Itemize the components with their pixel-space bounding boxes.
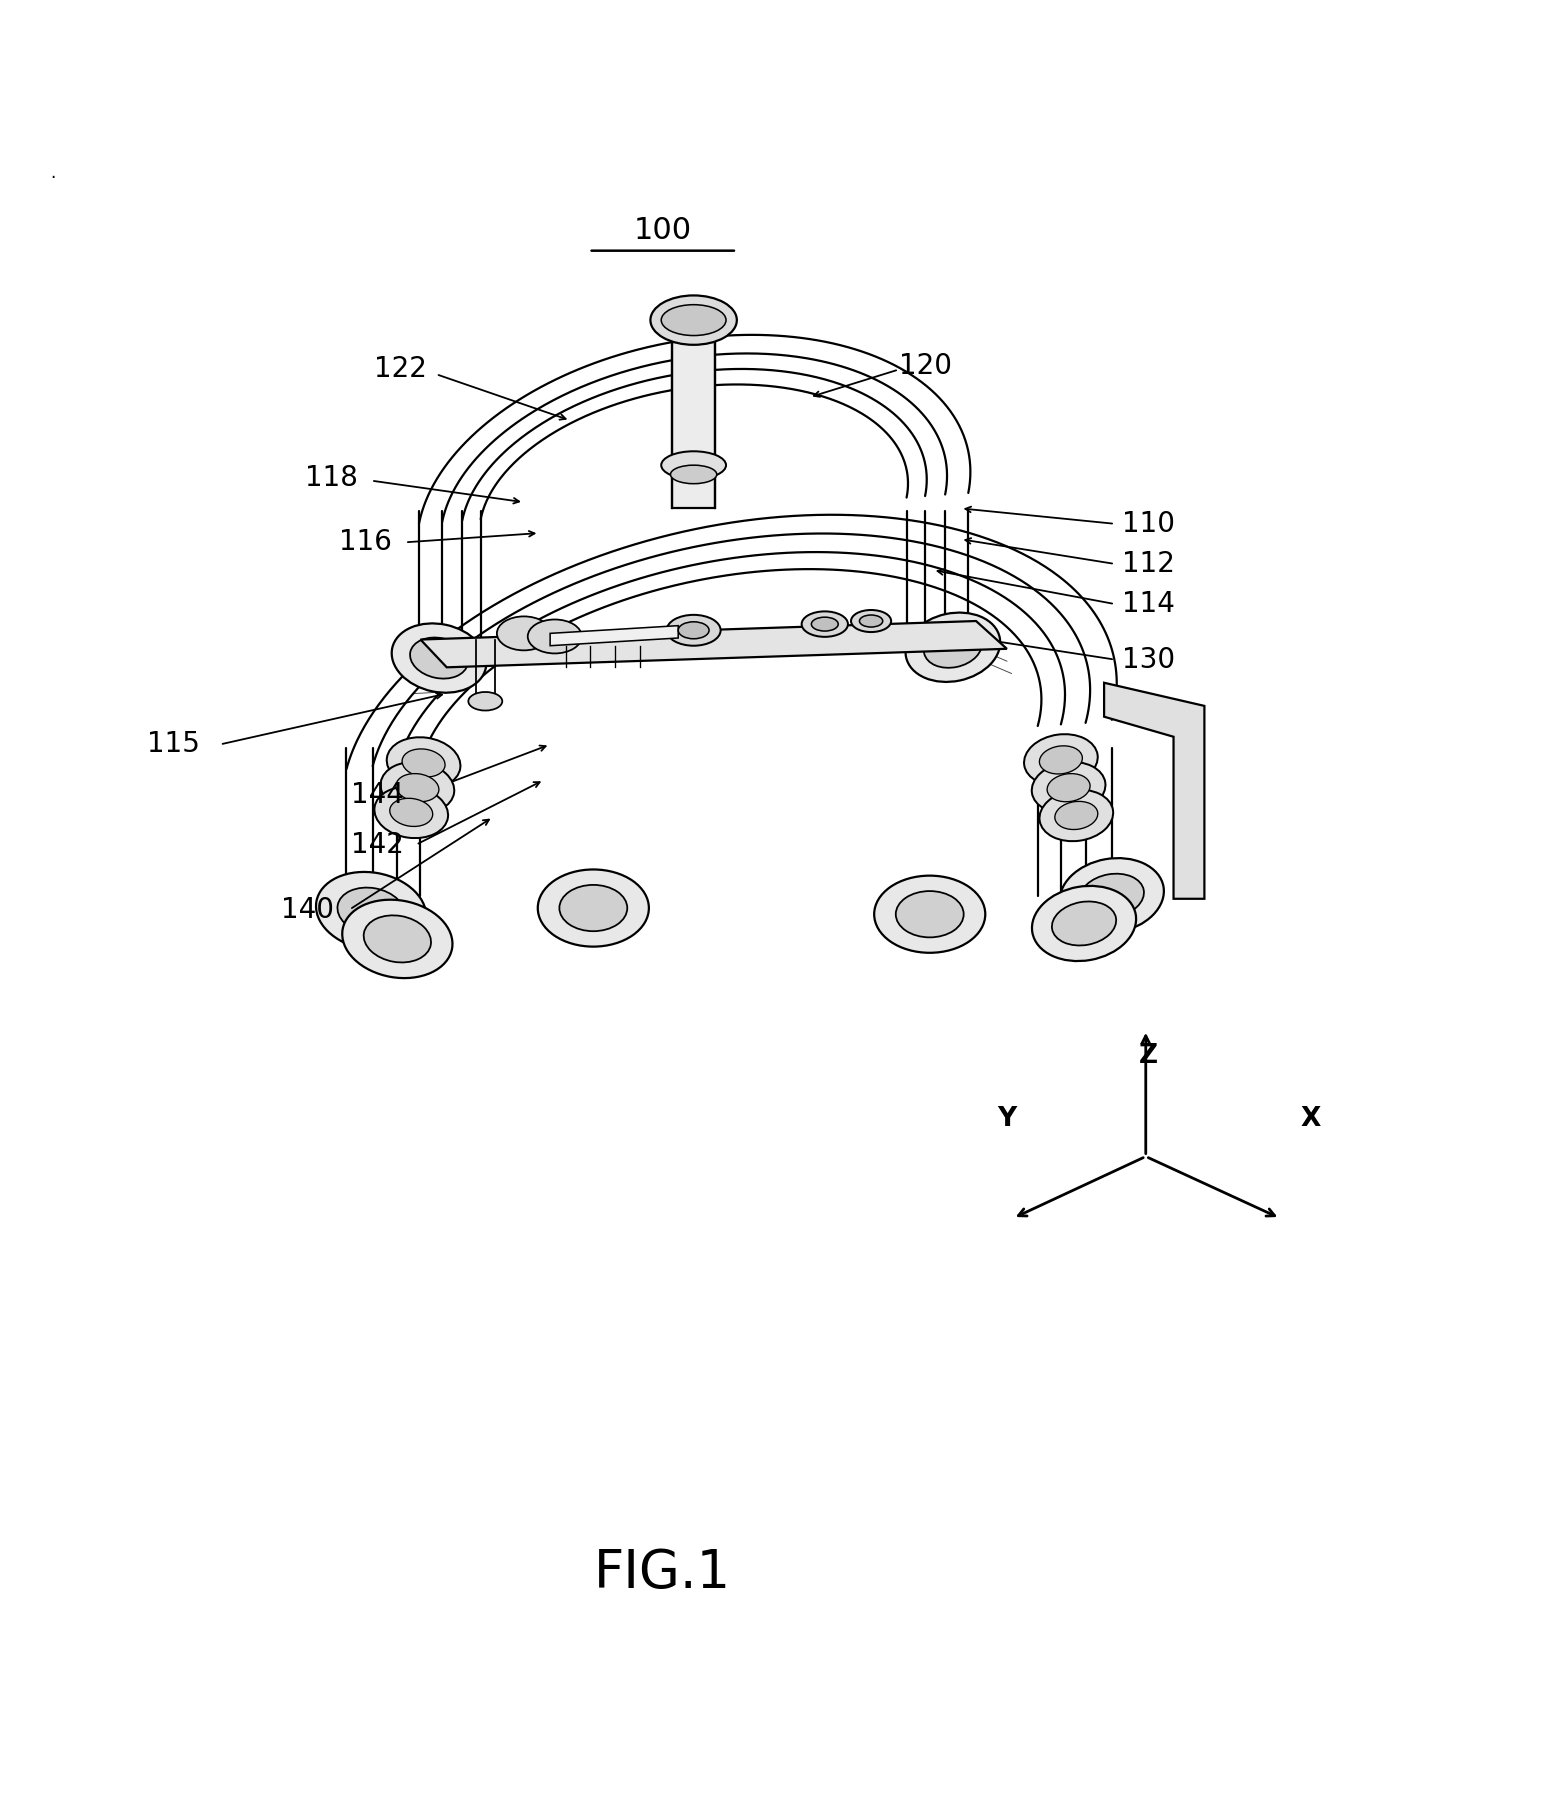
Ellipse shape [1054,801,1098,830]
Ellipse shape [1060,858,1165,934]
Text: .: . [50,165,56,181]
Ellipse shape [662,451,726,479]
FancyBboxPatch shape [673,341,715,508]
Ellipse shape [671,466,716,484]
Text: FIG.1: FIG.1 [595,1546,732,1599]
Ellipse shape [559,885,627,932]
Ellipse shape [1040,745,1082,774]
Text: 114: 114 [1123,589,1176,618]
Ellipse shape [528,620,582,653]
Text: 100: 100 [634,216,691,245]
Ellipse shape [1032,761,1105,814]
Ellipse shape [389,798,433,827]
Ellipse shape [1025,734,1098,785]
Text: 142: 142 [350,830,403,859]
Ellipse shape [338,888,405,936]
Ellipse shape [392,624,486,693]
Ellipse shape [1079,874,1144,917]
Ellipse shape [662,305,726,335]
Ellipse shape [1032,887,1137,961]
Ellipse shape [923,627,982,667]
Polygon shape [1104,684,1205,899]
Polygon shape [420,622,1007,667]
Ellipse shape [469,693,503,711]
Text: 112: 112 [1123,549,1176,578]
Ellipse shape [1048,774,1090,801]
Ellipse shape [402,749,445,778]
Ellipse shape [666,615,721,645]
Ellipse shape [811,616,838,631]
Text: 144: 144 [350,781,403,809]
Text: Y: Y [996,1106,1017,1133]
Ellipse shape [906,613,1000,682]
Text: 115: 115 [148,731,199,758]
Ellipse shape [537,870,649,946]
Ellipse shape [343,899,453,977]
Text: 118: 118 [305,464,358,491]
Text: Z: Z [1140,1042,1158,1070]
Text: 110: 110 [1123,509,1176,538]
Ellipse shape [409,638,469,678]
Text: X: X [1300,1106,1320,1133]
Ellipse shape [802,611,849,636]
Ellipse shape [679,622,708,638]
Ellipse shape [859,615,883,627]
Ellipse shape [1040,790,1113,841]
Ellipse shape [873,876,986,954]
Ellipse shape [386,738,461,789]
Ellipse shape [364,916,431,963]
Text: 122: 122 [374,355,427,384]
Ellipse shape [316,872,427,950]
Text: 116: 116 [338,528,391,557]
Ellipse shape [497,616,551,651]
Ellipse shape [1053,901,1116,946]
Ellipse shape [852,609,891,633]
Ellipse shape [395,774,439,801]
Ellipse shape [380,761,455,814]
Ellipse shape [374,787,448,838]
Polygon shape [550,625,679,645]
Text: 140: 140 [282,896,335,923]
Ellipse shape [895,890,964,937]
Text: 130: 130 [1123,645,1176,674]
Ellipse shape [651,296,736,344]
Text: 120: 120 [898,352,951,381]
